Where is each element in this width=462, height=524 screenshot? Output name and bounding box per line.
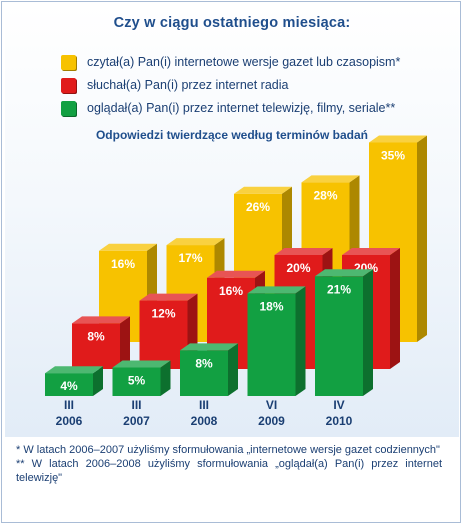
bar-top-newspapers-2007 [166,238,225,246]
bar-top-radio-2009 [274,248,333,255]
bar-tv-2006: 4% [45,366,103,396]
data-label-newspapers-2006: 16% [111,257,135,271]
legend-swatch-radio [61,78,76,93]
bar-top-tv-2008 [180,343,238,351]
bar-front-radio-2006 [72,323,120,369]
bar-top-radio-2007 [139,293,198,301]
category-period-2010: IV [333,398,344,412]
bar-tv-2009: 18% [247,286,306,396]
bar-tv-2010: 21% [315,269,373,396]
bar-side-tv-2007 [160,360,171,396]
category-year-2006: 2006 [56,414,83,428]
category-period-2006: III [64,398,74,412]
footnotes: * W latach 2006–2007 użyliśmy sformułowa… [16,443,442,485]
chart-panel: Czy w ciągu ostatniego miesiąca: czytał(… [5,5,459,437]
bar-side-tv-2006 [93,366,103,396]
data-label-newspapers-2009: 28% [313,188,337,202]
data-label-tv-2009: 18% [259,299,283,313]
bar-front-tv-2006 [45,373,93,396]
bar-top-newspapers-2009 [301,175,360,183]
bar-front-tv-2007 [112,367,161,396]
legend-label-newspapers: czytał(a) Pan(i) internetowe wersje gaze… [87,55,401,69]
chart-subtitle: Odpowiedzi twierdzące według terminów ba… [95,128,369,142]
data-label-radio-2007: 12% [151,307,175,321]
bar-side-newspapers-2010 [417,135,427,342]
bar-chart: 16% 17%26%28%35%8%12%16%20% 20%4% 5%8%18%21… [45,135,427,428]
bar-tv-2008: 8% [180,343,238,396]
data-label-tv-2008: 8% [195,356,213,370]
category-year-2007: 2007 [123,414,150,428]
data-label-newspapers-2010: 35% [381,149,405,163]
category-year-2009: 2009 [258,414,285,428]
bar-top-tv-2006 [45,366,103,374]
bar-side-tv-2008 [228,343,238,396]
bar-front-tv-2009 [247,293,296,396]
data-label-radio-2008: 16% [219,284,243,298]
bar-side-radio-2010 [390,248,400,369]
data-label-tv-2007: 5% [128,374,146,388]
bar-top-newspapers-2008 [234,186,292,194]
legend-label-radio: słuchał(a) Pan(i) przez internet radia [87,78,289,92]
chart-title: Czy w ciągu ostatniego miesiąca: [113,15,351,31]
data-label-radio-2009: 20% [286,261,310,275]
bar-side-tv-2009 [295,286,306,396]
legend-label-tv: oglądał(a) Pan(i) przez internet telewiz… [87,101,396,115]
category-year-2008: 2008 [191,414,218,428]
bar-top-tv-2009 [247,286,306,294]
category-year-2010: 2010 [326,414,353,428]
bar-radio-2006: 8% [72,316,130,369]
bar-top-newspapers-2006 [99,243,157,251]
footnote-2: ** W latach 2006–2008 użyliśmy sformułow… [16,458,442,484]
legend-swatch-tv [61,101,76,116]
data-label-newspapers-2007: 17% [178,251,202,265]
bar-top-newspapers-2010 [369,135,427,143]
bar-top-radio-2006 [72,316,130,324]
bar-top-tv-2007 [112,360,171,368]
data-label-tv-2010: 21% [327,282,351,296]
data-label-newspapers-2008: 26% [246,200,270,214]
bar-front-tv-2008 [180,350,228,396]
bar-front-radio-2007 [139,300,188,369]
bar-tv-2007: 5% [112,360,171,396]
data-label-tv-2006: 4% [60,379,78,393]
category-period-2007: III [131,398,141,412]
bar-side-tv-2010 [363,269,373,396]
bar-side-radio-2006 [120,316,130,369]
bar-top-tv-2010 [315,269,373,277]
category-period-2008: III [199,398,209,412]
data-label-radio-2006: 8% [87,329,105,343]
bar-front-tv-2010 [315,276,363,396]
footnote-1: * W latach 2006–2007 użyliśmy sformułowa… [16,444,440,456]
bar-top-radio-2008 [207,270,265,278]
bar-top-radio-2010 [342,248,400,255]
category-period-2009: VI [266,398,277,412]
legend-swatch-newspapers [61,55,76,70]
